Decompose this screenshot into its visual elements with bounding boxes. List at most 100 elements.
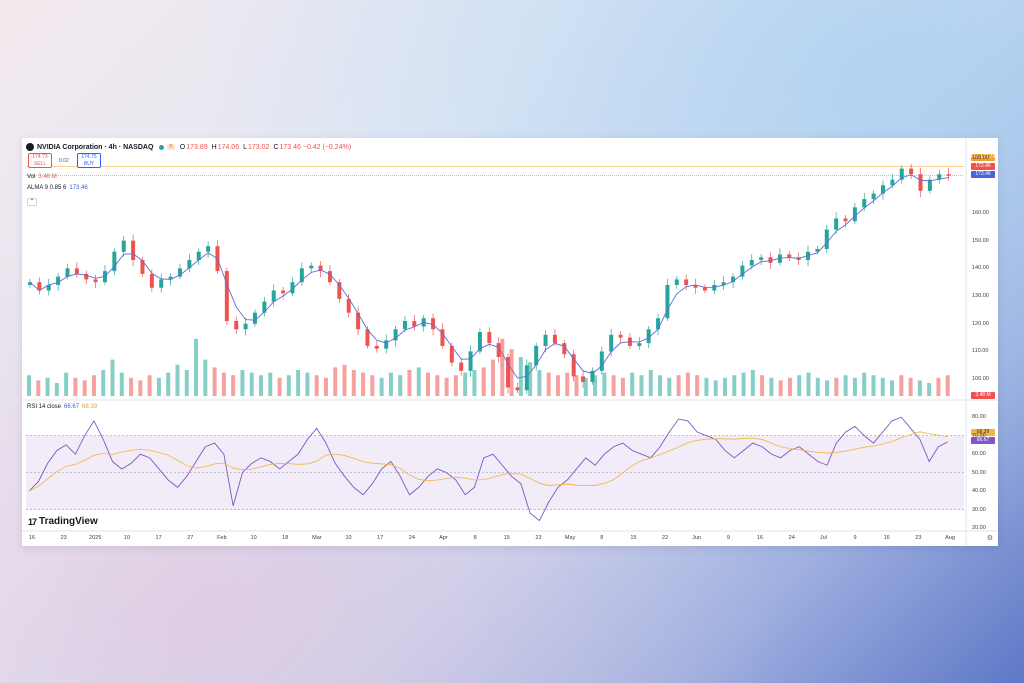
nvidia-logo-icon: [26, 143, 34, 151]
candle-down: [131, 240, 136, 261]
volume-bar: [880, 377, 885, 396]
volume-bar: [639, 375, 644, 396]
time-tick-label: Jul: [819, 535, 827, 541]
chart-canvas[interactable]: [22, 138, 998, 546]
high-value: 174.06: [217, 143, 240, 151]
candle-down: [843, 218, 848, 222]
rsi-pill: 66.67: [971, 437, 995, 444]
volume-bar: [704, 377, 709, 396]
candle-up: [121, 240, 126, 252]
volume-bar: [286, 375, 291, 396]
flag-badge: B: [167, 144, 175, 150]
volume-bar: [713, 380, 718, 396]
alma-label: ALMA 9 0.85 6: [27, 185, 67, 191]
volume-legend[interactable]: Vol 3.48 M: [27, 174, 57, 180]
current-price-tag: Pre: [971, 154, 979, 160]
volume-bar: [27, 375, 31, 396]
time-tick-label: 23: [60, 535, 67, 541]
candle-up: [393, 329, 398, 341]
volume-value: 3.48 M: [38, 174, 57, 180]
candle-up: [815, 248, 820, 252]
volume-bar: [407, 370, 412, 396]
candle-down: [327, 271, 332, 283]
alma-legend[interactable]: ALMA 9 0.85 6 173.46: [27, 185, 88, 191]
volume-bar: [741, 372, 746, 396]
volume-bar: [593, 375, 598, 396]
volume-bar: [936, 377, 941, 396]
candle-up: [177, 268, 182, 277]
candle-up: [271, 290, 276, 302]
sell-button[interactable]: 174.73 SELL: [28, 153, 52, 168]
volume-bar: [602, 372, 607, 396]
rsi-label: RSI 14 close: [27, 404, 62, 410]
candle-up: [890, 179, 895, 186]
candle-up: [299, 268, 304, 283]
volume-bar: [221, 372, 226, 396]
volume-bar: [778, 380, 783, 396]
time-tick-label: 16: [757, 535, 764, 541]
volume-bar: [296, 370, 301, 396]
candle-up: [477, 332, 482, 352]
candle-down: [581, 376, 586, 382]
candle-up: [731, 276, 736, 283]
candle-up: [824, 229, 829, 249]
candle-down: [234, 320, 239, 330]
rsi-tick-label: 70.00: [972, 432, 986, 439]
high-key: H: [211, 143, 217, 151]
candle-up: [712, 284, 717, 291]
candle-down: [909, 168, 914, 175]
candle-up: [524, 365, 529, 391]
volume-bar: [945, 375, 950, 396]
rsi-legend[interactable]: RSI 14 close 66.67 68.39: [27, 404, 97, 410]
volume-bar: [491, 359, 495, 396]
candle-up: [665, 284, 670, 319]
time-tick-label: 2025: [89, 535, 102, 541]
rsi-tick-label: 50.00: [972, 469, 986, 476]
volume-bar: [64, 372, 69, 396]
volume-bar: [574, 375, 579, 396]
volume-bar: [54, 383, 59, 396]
tradingview-logo[interactable]: 17 TradingView: [28, 516, 98, 527]
volume-bar: [342, 364, 347, 396]
time-tick-label: 10: [250, 535, 257, 541]
volume-bar: [806, 372, 811, 396]
candle-up: [899, 168, 904, 180]
volume-bar: [648, 370, 653, 396]
volume-bar: [240, 370, 245, 396]
candle-up: [599, 351, 604, 371]
volume-bar: [351, 370, 356, 396]
volume-bar: [45, 377, 50, 396]
symbol-title[interactable]: NVIDIA Corporation · 4h · NASDAQ: [37, 143, 154, 151]
time-tick-label: Feb: [217, 535, 227, 541]
buy-button[interactable]: 174.75 BUY: [77, 153, 101, 168]
candle-up: [656, 318, 661, 330]
volume-bar: [249, 372, 254, 396]
price-tick-label: 120.00: [972, 320, 989, 327]
candle-up: [168, 276, 173, 280]
volume-bar: [583, 377, 588, 396]
volume-bar: [101, 370, 106, 396]
volume-bar: [91, 375, 96, 396]
candle-down: [356, 312, 361, 330]
rsi-tick-label: 60.00: [972, 451, 986, 458]
chevron-up-icon[interactable]: ⌃: [27, 198, 37, 206]
time-tick-label: Mar: [312, 535, 322, 541]
time-tick-label: 10: [345, 535, 352, 541]
candle-down: [431, 318, 436, 330]
volume-bar: [175, 364, 180, 396]
volume-bar: [685, 372, 690, 396]
volume-bar: [277, 377, 282, 396]
candle-down: [449, 345, 454, 363]
candle-up: [28, 282, 32, 285]
buy-label: BUY: [83, 160, 95, 167]
candle-down: [506, 356, 511, 388]
volume-bar: [472, 370, 477, 396]
time-tick-label: May: [564, 535, 576, 541]
candle-down: [140, 260, 145, 274]
price-tick-label: 140.00: [972, 265, 989, 272]
gear-icon[interactable]: ⚙: [986, 535, 993, 542]
candle-down: [552, 334, 557, 344]
time-tick-label: 8: [600, 535, 604, 541]
candle-up: [112, 251, 117, 272]
volume-bar: [426, 372, 431, 396]
